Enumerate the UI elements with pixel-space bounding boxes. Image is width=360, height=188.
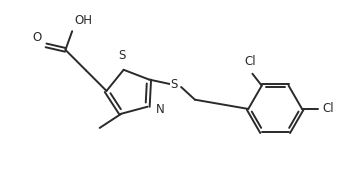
Text: Cl: Cl — [245, 55, 256, 68]
Text: S: S — [118, 49, 125, 62]
Text: S: S — [171, 77, 178, 90]
Text: N: N — [156, 103, 165, 116]
Text: OH: OH — [74, 14, 92, 27]
Text: O: O — [32, 30, 41, 44]
Text: Cl: Cl — [322, 102, 334, 115]
